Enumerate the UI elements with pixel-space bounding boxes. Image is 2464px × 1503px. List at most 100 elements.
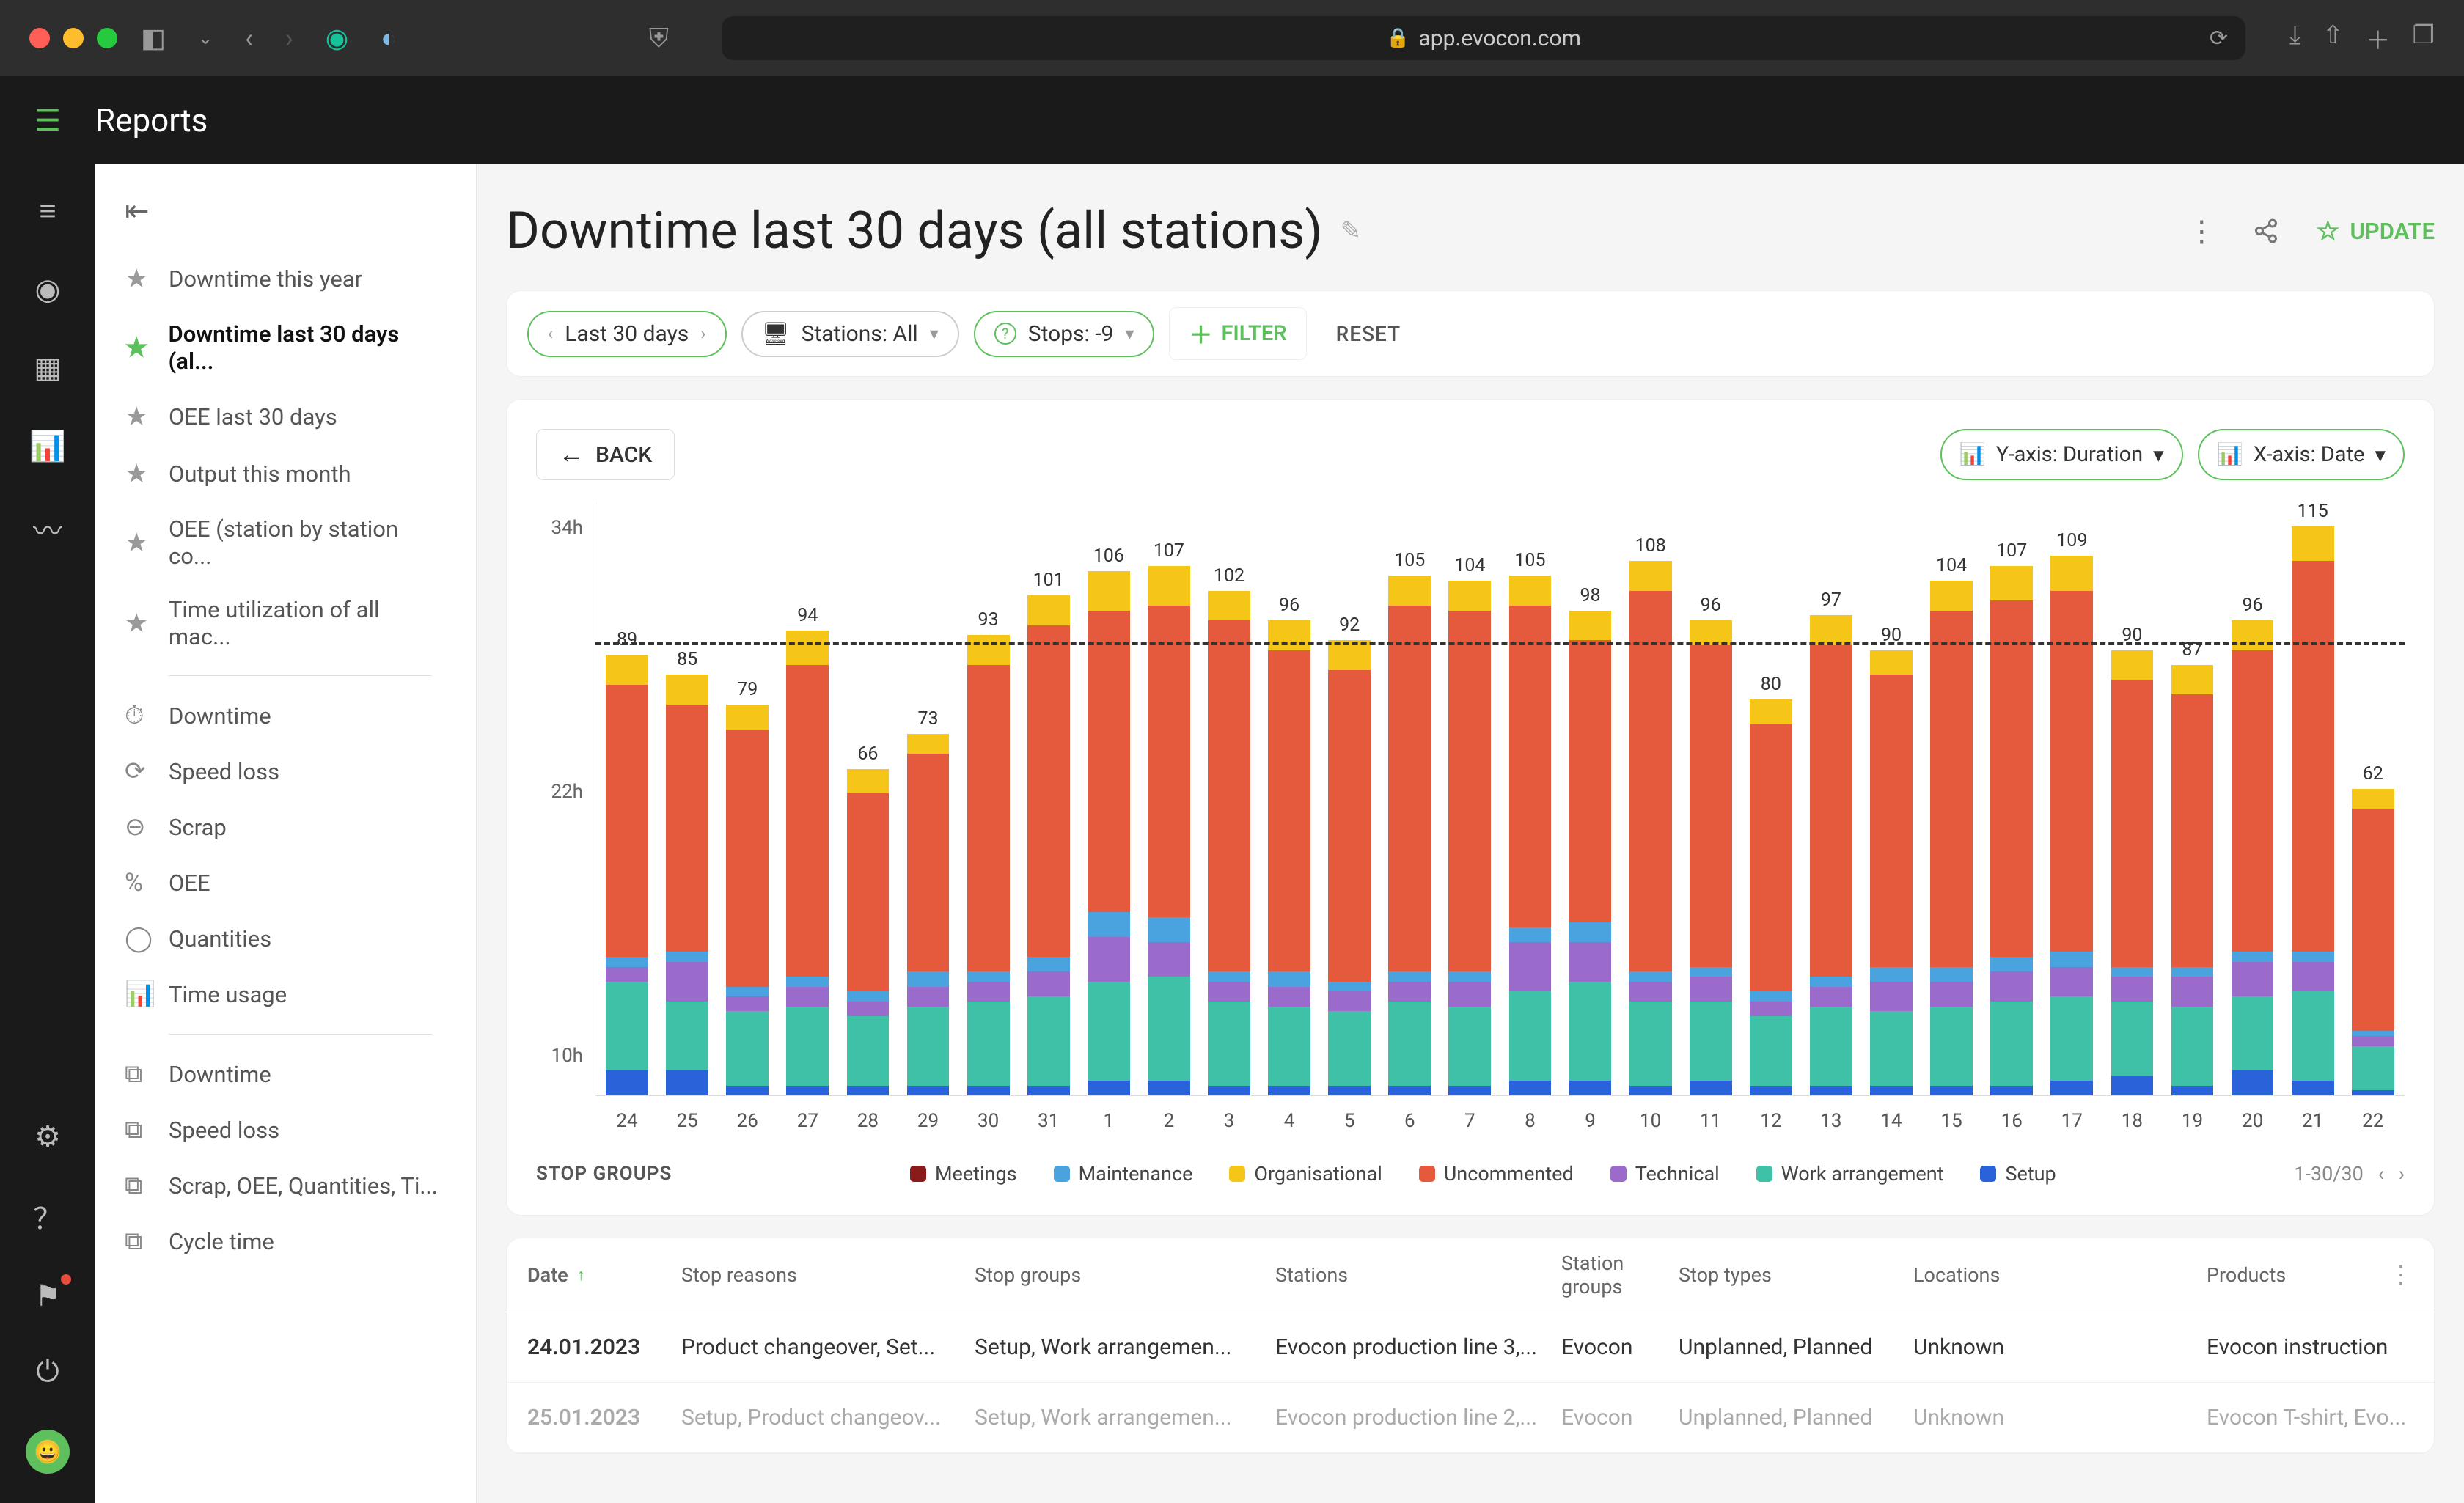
address-bar[interactable]: 🔒 app.evocon.com ⟳ [722, 16, 2245, 60]
rail-dashboard-icon[interactable]: ▦ [34, 350, 62, 385]
legend-item[interactable]: Organisational [1229, 1162, 1382, 1186]
rail-trends-icon[interactable]: 〰 [33, 507, 62, 550]
bar-column[interactable]: 108 [1624, 502, 1678, 1095]
rail-record-icon[interactable]: ◉ [35, 272, 61, 306]
stops-filter[interactable]: ? Stops: -9 ▾ [974, 311, 1155, 357]
add-filter-button[interactable]: ＋ FILTER [1169, 307, 1306, 360]
legend-item[interactable]: Setup [1980, 1162, 2056, 1186]
sidebar-item-favorite[interactable]: ★Time utilization of all mac... [110, 583, 461, 664]
legend-item[interactable]: Work arrangement [1756, 1162, 1944, 1186]
sidebar-item-metric[interactable]: ◯Quantities [110, 911, 461, 966]
th-reasons[interactable]: Stop reasons [681, 1263, 975, 1287]
legend-item[interactable]: Technical [1610, 1162, 1720, 1186]
sidebar-item-favorite[interactable]: ★Downtime last 30 days (al... [110, 307, 461, 388]
th-groups[interactable]: Stop groups [975, 1263, 1275, 1287]
th-stations[interactable]: Stations [1275, 1263, 1561, 1287]
reset-button[interactable]: RESET [1321, 322, 1401, 346]
menu-toggle[interactable]: ☰ [0, 103, 95, 138]
th-station-groups[interactable]: Station groups [1561, 1252, 1679, 1298]
bar-column[interactable]: 89 [600, 502, 654, 1095]
rail-power-icon[interactable]: ⏻ [36, 1354, 59, 1389]
legend-item[interactable]: Meetings [910, 1162, 1017, 1186]
rail-list-icon[interactable]: ≡ [39, 194, 56, 228]
reload-icon[interactable]: ⟳ [2210, 26, 2228, 51]
sidebar-item-metric[interactable]: ⊖Scrap [110, 799, 461, 855]
extension-icon[interactable]: ◐ [372, 23, 406, 54]
pager-next-icon[interactable]: › [2399, 1162, 2405, 1186]
close-window[interactable] [29, 28, 50, 48]
sidebar-item-favorite[interactable]: ★Output this month [110, 445, 461, 502]
bar-column[interactable]: 96 [2226, 502, 2280, 1095]
table-row[interactable]: 25.01.2023 Setup, Product changeov... Se… [507, 1383, 2434, 1453]
pager-prev-icon[interactable]: ‹ [2378, 1162, 2384, 1186]
chevron-left-icon[interactable]: ‹ [548, 323, 553, 344]
stations-filter[interactable]: 🖥 Stations: All ▾ [741, 311, 959, 357]
bar-column[interactable]: 104 [1924, 502, 1979, 1095]
bar-column[interactable]: 106 [1082, 502, 1136, 1095]
bar-column[interactable]: 105 [1503, 502, 1557, 1095]
bar-column[interactable]: 96 [1684, 502, 1738, 1095]
bar-column[interactable]: 93 [961, 502, 1016, 1095]
sidebar-item-favorite[interactable]: ★OEE last 30 days [110, 388, 461, 445]
sidebar-toggle-icon[interactable]: ◧ [132, 23, 175, 54]
more-icon[interactable]: ⋮ [2187, 214, 2216, 249]
bar-column[interactable]: 90 [1864, 502, 1918, 1095]
bar-column[interactable]: 80 [1744, 502, 1798, 1095]
bar-column[interactable]: 115 [2286, 502, 2340, 1095]
bar-column[interactable]: 73 [901, 502, 955, 1095]
edit-title-icon[interactable]: ✎ [1341, 216, 1362, 246]
table-row[interactable]: 24.01.2023 Product changeover, Set... Se… [507, 1312, 2434, 1383]
sidebar-item-template[interactable]: ⧉Scrap, OEE, Quantities, Ti... [110, 1158, 461, 1213]
th-types[interactable]: Stop types [1679, 1263, 1913, 1287]
bar-column[interactable]: 90 [2105, 502, 2159, 1095]
tabs-icon[interactable]: ❐ [2413, 21, 2435, 56]
th-date[interactable]: Date↑ [527, 1263, 681, 1287]
back-icon[interactable]: ‹ [236, 23, 262, 54]
legend-item[interactable]: Uncommented [1419, 1162, 1574, 1186]
bar-column[interactable]: 92 [1322, 502, 1376, 1095]
th-locations[interactable]: Locations [1913, 1263, 2207, 1287]
bar-column[interactable]: 85 [660, 502, 714, 1095]
sidebar-item-metric[interactable]: ⟳Speed loss [110, 743, 461, 799]
new-tab-icon[interactable]: ＋ [2366, 21, 2391, 56]
forward-icon[interactable]: › [276, 23, 302, 54]
rail-settings-icon[interactable]: ⚙ [34, 1120, 61, 1154]
user-avatar[interactable]: 😀 [26, 1430, 70, 1474]
share-icon[interactable]: ⇧ [2322, 21, 2344, 56]
maximize-window[interactable] [97, 28, 117, 48]
bar-column[interactable]: 96 [1262, 502, 1316, 1095]
bar-column[interactable]: 87 [2165, 502, 2219, 1095]
download-icon[interactable]: ⤓ [2289, 21, 2300, 56]
sidebar-item-favorite[interactable]: ★OEE (station by station co... [110, 502, 461, 583]
bar-column[interactable]: 97 [1804, 502, 1858, 1095]
sidebar-item-template[interactable]: ⧉Speed loss [110, 1102, 461, 1158]
chevron-down-icon[interactable]: ⌄ [189, 28, 221, 48]
bar-column[interactable]: 105 [1382, 502, 1437, 1095]
bar-column[interactable]: 107 [1142, 502, 1196, 1095]
bar-column[interactable]: 98 [1563, 502, 1618, 1095]
legend-item[interactable]: Maintenance [1054, 1162, 1193, 1186]
bar-column[interactable]: 66 [840, 502, 895, 1095]
th-products[interactable]: Products [2207, 1263, 2380, 1287]
grammarly-icon[interactable]: ◉ [317, 23, 357, 54]
bar-column[interactable]: 101 [1022, 502, 1076, 1095]
bar-column[interactable]: 104 [1442, 502, 1497, 1095]
collapse-sidebar-icon[interactable]: ⇤ [110, 186, 461, 250]
rail-reports-icon[interactable]: 📊 [29, 429, 66, 463]
y-axis-selector[interactable]: 📊 Y-axis: Duration ▾ [1940, 429, 2183, 480]
sidebar-item-template[interactable]: ⧉Downtime [110, 1046, 461, 1102]
x-axis-selector[interactable]: 📊 X-axis: Date ▾ [2198, 429, 2405, 480]
minimize-window[interactable] [63, 28, 84, 48]
rail-flag-icon[interactable]: ⚑ [34, 1279, 61, 1313]
chevron-right-icon[interactable]: › [700, 323, 705, 344]
bar-column[interactable]: 79 [720, 502, 774, 1095]
sidebar-item-metric[interactable]: ⏱Downtime [110, 688, 461, 743]
shield-icon[interactable]: ⛨ [640, 23, 678, 54]
bar-column[interactable]: 94 [780, 502, 835, 1095]
bar-column[interactable]: 109 [2045, 502, 2099, 1095]
date-range-filter[interactable]: ‹ Last 30 days › [527, 311, 727, 357]
sidebar-item-metric[interactable]: %OEE [110, 855, 461, 911]
table-menu-icon[interactable]: ⋮ [2380, 1260, 2413, 1290]
sidebar-item-template[interactable]: ⧉Cycle time [110, 1213, 461, 1269]
sidebar-item-metric[interactable]: 📊Time usage [110, 966, 461, 1022]
